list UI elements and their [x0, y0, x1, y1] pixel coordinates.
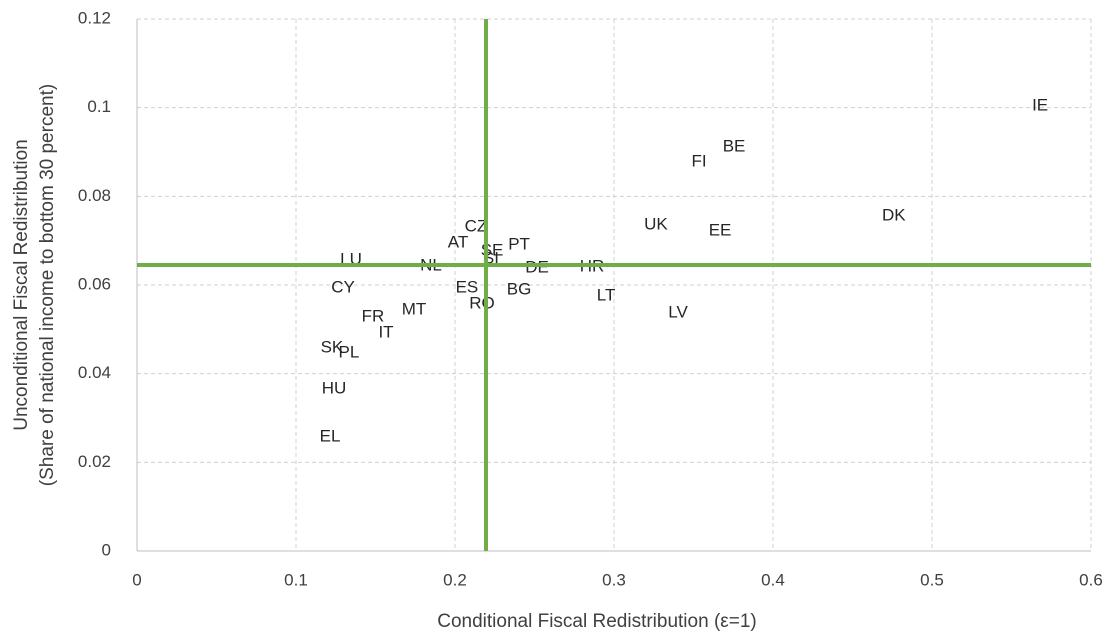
x-tick-label: 0.3 [602, 570, 626, 589]
point-label: MT [402, 299, 427, 318]
x-tick-label: 0 [132, 570, 141, 589]
point-label: DE [525, 258, 549, 277]
point-label: ES [456, 278, 479, 297]
point-label: SK [321, 337, 344, 356]
y-tick-label: 0.02 [78, 452, 111, 471]
point-label: FR [362, 306, 385, 325]
x-tick-label: 0.6 [1079, 570, 1103, 589]
x-axis-title: Conditional Fiscal Redistribution (ε=1) [437, 611, 756, 632]
point-label: AT [448, 232, 468, 251]
x-tick-label: 0.4 [761, 570, 785, 589]
point-label: EL [320, 427, 341, 446]
x-tick-label: 0.5 [920, 570, 944, 589]
point-label: CY [331, 278, 355, 297]
y-tick-label: 0.04 [78, 363, 111, 382]
point-label: HU [322, 379, 347, 398]
point-label: PT [508, 235, 530, 254]
point-label: FI [692, 152, 707, 171]
y-tick-label: 0.08 [78, 186, 111, 205]
point-label: IE [1032, 95, 1048, 114]
point-label: IT [378, 322, 393, 341]
y-tick-label: 0.12 [78, 8, 111, 27]
point-label: BG [507, 279, 532, 298]
y-tick-label: 0 [102, 540, 111, 559]
point-label: LT [597, 286, 616, 305]
y-axis-title: (Share of national income to bottom 30 p… [37, 84, 58, 486]
point-label: CZ [465, 216, 488, 235]
point-label: PL [339, 342, 360, 361]
point-label: UK [644, 215, 668, 234]
y-tick-label: 0.1 [87, 97, 111, 116]
point-label: EE [709, 220, 732, 239]
point-label: DK [882, 205, 906, 224]
y-tick-label: 0.06 [78, 274, 111, 293]
point-label: BE [723, 137, 746, 156]
y-axis-title: Unconditional Fiscal Redistribution [11, 139, 32, 430]
point-label: LV [668, 302, 688, 321]
x-tick-label: 0.1 [284, 570, 308, 589]
point-label: RO [469, 294, 495, 313]
x-tick-label: 0.2 [443, 570, 467, 589]
